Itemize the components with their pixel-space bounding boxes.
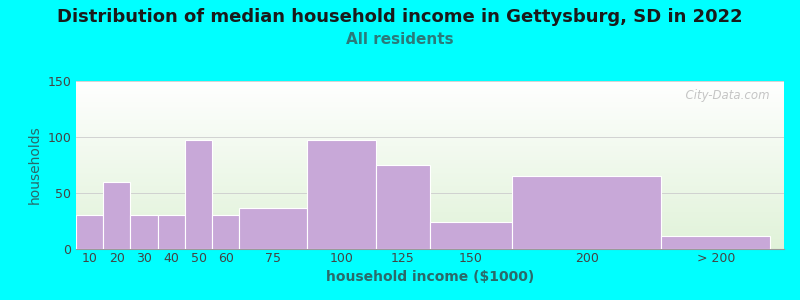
Bar [158,215,185,249]
Bar [375,165,430,249]
Text: All residents: All residents [346,32,454,46]
Bar [430,222,512,249]
Text: Distribution of median household income in Gettysburg, SD in 2022: Distribution of median household income … [57,8,743,26]
Bar [130,215,158,249]
Bar [185,140,212,249]
X-axis label: household income ($1000): household income ($1000) [326,270,534,284]
Bar [307,140,375,249]
Text: City-Data.com: City-Data.com [678,89,770,102]
Bar [512,176,662,249]
Y-axis label: households: households [28,126,42,204]
Bar [212,215,239,249]
Bar [662,236,770,249]
Bar [239,208,307,249]
Bar [76,215,103,249]
Bar [103,182,130,249]
